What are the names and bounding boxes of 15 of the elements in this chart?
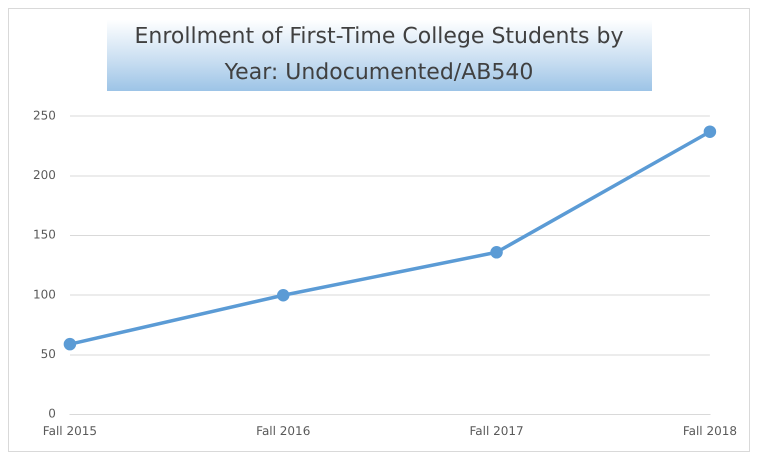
x-tick-label: Fall 2016 [256,424,310,438]
point [704,125,716,138]
chart-title: Enrollment of First-Time College Students by Year: Undocumented/AB540 [106,19,652,91]
x-tick-label: Fall 2018 [682,424,738,438]
x-tick-label: Fall 2015 [42,424,97,438]
y-tick-label: 0 [48,406,56,421]
point [64,338,76,350]
y-tick-label: 200 [33,168,56,182]
point [276,288,290,302]
x-tick-label: Fall 2017 [469,424,524,438]
y-tick-label: 50 [40,347,56,362]
y-tick-label: 250 [33,108,56,122]
y-tick-label: 150 [33,228,56,242]
y-tick-label: 100 [33,287,56,302]
point [490,246,503,259]
